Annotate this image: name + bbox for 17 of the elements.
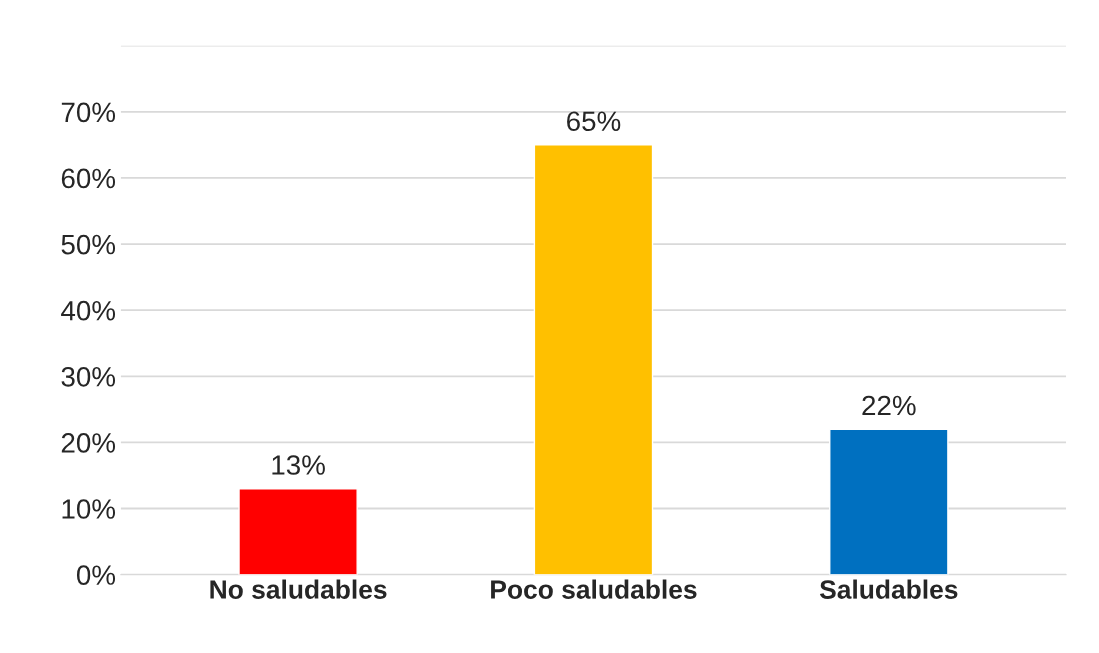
x-tick-label: Poco saludables	[491, 579, 697, 599]
bar	[238, 487, 358, 575]
y-tick-label: 10%	[62, 499, 116, 519]
data-label: 22%	[862, 395, 916, 416]
y-tick-label: 70%	[61, 102, 116, 123]
y-tick-label: 20%	[61, 433, 116, 453]
data-label: 13%	[272, 455, 325, 475]
y-tick-label: 60%	[61, 168, 116, 189]
bar	[533, 144, 654, 575]
y-tick-label: 0%	[76, 565, 116, 585]
bar	[829, 428, 949, 575]
y-tick-label: 40%	[61, 300, 116, 321]
data-label: 65%	[567, 111, 621, 132]
y-tick-label: 50%	[61, 234, 116, 255]
y-tick-label: 30%	[61, 366, 116, 387]
x-tick-label: Saludables	[819, 579, 958, 599]
x-tick-label: No saludables	[210, 579, 387, 599]
